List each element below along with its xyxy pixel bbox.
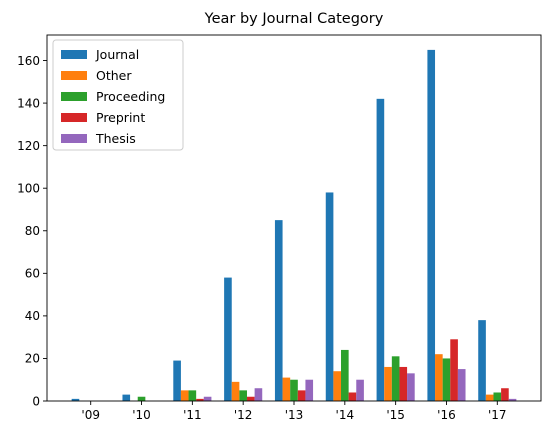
bar-preprint-4 <box>297 390 306 401</box>
legend-swatch-preprint <box>61 113 87 122</box>
bar-preprint-8 <box>501 388 509 401</box>
axes-group: 0 20 40 60 80 100 120 140 160 '09 '10 '11 '12 '13 '14 '… <box>17 34 542 422</box>
x-tick-label: '10 <box>132 408 151 422</box>
bar-journal-1 <box>122 394 131 401</box>
x-tick-label: '13 <box>285 408 304 422</box>
legend-swatch-proceeding <box>61 92 87 101</box>
bar-preprint-5 <box>348 392 357 401</box>
x-tick-label: '12 <box>234 408 253 422</box>
bar-thesis-5 <box>356 379 364 401</box>
bar-thesis-3 <box>254 388 263 401</box>
bar-other-2 <box>180 390 189 401</box>
y-tick-label: 60 <box>25 267 40 281</box>
bar-proceeding-8 <box>493 392 502 401</box>
bar-proceeding-4 <box>290 379 298 401</box>
bar-other-7 <box>435 354 443 401</box>
legend-label-proceeding: Proceeding <box>96 89 165 104</box>
legend-box <box>52 39 184 151</box>
bar-journal-6 <box>376 98 385 401</box>
x-tick-label: '15 <box>386 408 405 422</box>
bar-journal-0 <box>71 398 80 401</box>
legend-label-other: Other <box>96 68 132 83</box>
y-tick-label: 100 <box>17 182 40 196</box>
bar-other-3 <box>231 381 240 401</box>
bar-thesis-4 <box>305 379 314 401</box>
legend-label-thesis: Thesis <box>95 131 136 146</box>
bar-journal-8 <box>478 320 486 401</box>
bar-proceeding-7 <box>442 358 451 401</box>
x-tick-label: '14 <box>336 408 355 422</box>
bar-preprint-7 <box>450 339 458 401</box>
bar-thesis-7 <box>457 369 466 401</box>
x-tick-label: '17 <box>488 408 507 422</box>
bar-preprint-3 <box>246 396 255 401</box>
bar-journal-3 <box>224 277 232 401</box>
bar-other-6 <box>384 366 392 401</box>
x-tick-label: '11 <box>183 408 202 422</box>
bars-group <box>71 49 517 401</box>
legend-swatch-journal <box>61 50 87 59</box>
y-tick-label: 40 <box>25 309 40 323</box>
bar-other-4 <box>282 377 291 401</box>
bar-proceeding-2 <box>188 390 197 401</box>
y-tick-label: 140 <box>17 96 40 110</box>
bar-preprint-2 <box>196 398 204 401</box>
bar-proceeding-1 <box>137 396 146 401</box>
legend-swatch-thesis <box>61 134 87 143</box>
bar-proceeding-3 <box>239 390 247 401</box>
y-tick-label: 160 <box>17 54 40 68</box>
y-tick-label: 0 <box>32 394 40 408</box>
x-tick-label: '16 <box>437 408 456 422</box>
bar-journal-7 <box>427 49 436 401</box>
bar-journal-2 <box>173 360 181 401</box>
legend-swatch-other <box>61 71 87 80</box>
x-tick-label: '09 <box>81 408 100 422</box>
y-tick-label: 80 <box>25 224 40 238</box>
y-tick-label: 20 <box>25 352 40 366</box>
legend-label-journal: Journal <box>95 47 139 62</box>
bar-journal-4 <box>274 220 283 401</box>
bar-proceeding-5 <box>341 349 349 401</box>
bar-other-8 <box>485 394 494 401</box>
bar-thesis-8 <box>508 398 517 401</box>
bar-thesis-2 <box>203 396 212 401</box>
legend-label-preprint: Preprint <box>96 110 145 125</box>
bar-thesis-6 <box>407 373 415 401</box>
bar-journal-5 <box>325 192 334 401</box>
bar-other-5 <box>333 371 342 401</box>
bar-proceeding-6 <box>391 356 400 401</box>
chart-title: Year by Journal Category <box>204 11 384 27</box>
legend: Journal Other Proceeding Preprint Thesis <box>52 39 184 151</box>
y-tick-label: 120 <box>17 139 40 153</box>
bar-preprint-6 <box>399 366 408 401</box>
